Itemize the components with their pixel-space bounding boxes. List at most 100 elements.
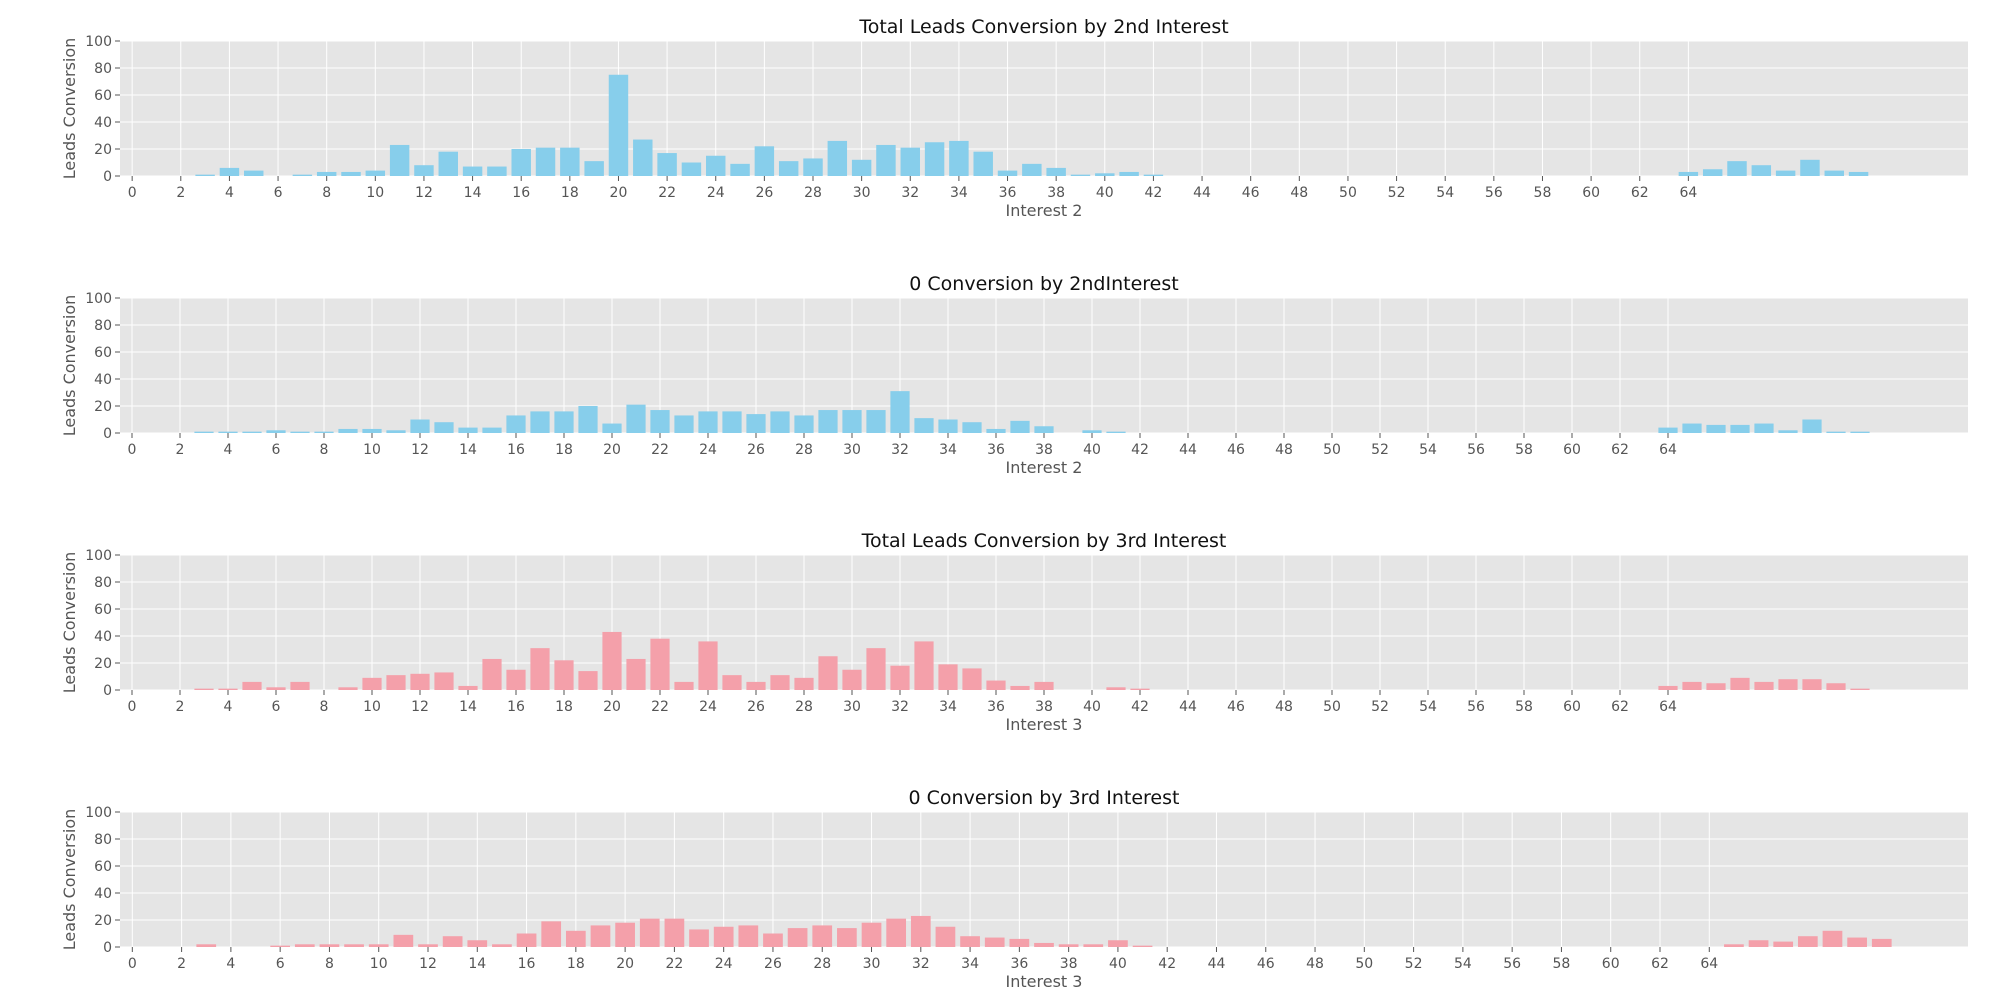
- x-tick-label: 56: [1503, 956, 1521, 972]
- bar: [754, 146, 775, 176]
- x-axis-label: Interest 2: [1006, 201, 1083, 220]
- x-tick-label: 6: [274, 185, 283, 201]
- bar: [1724, 944, 1744, 947]
- bar: [458, 427, 478, 433]
- bar: [698, 411, 718, 433]
- bar: [195, 174, 215, 176]
- x-axis-label: Interest 3: [1006, 972, 1083, 991]
- x-tick-label: 52: [1371, 442, 1389, 458]
- x-tick-label: 28: [795, 442, 813, 458]
- x-tick-label: 10: [363, 699, 381, 715]
- bar: [1730, 424, 1750, 433]
- x-tick-label: 38: [1047, 185, 1065, 201]
- bar: [1046, 167, 1066, 176]
- bar: [516, 933, 537, 947]
- x-tick-label: 20: [603, 442, 621, 458]
- bar: [861, 922, 882, 947]
- bar: [1130, 688, 1150, 690]
- bar: [778, 161, 799, 176]
- bar: [554, 411, 574, 433]
- x-axis-label: Interest 3: [1006, 715, 1083, 734]
- x-tick-label: 0: [128, 699, 137, 715]
- bar: [1034, 942, 1054, 947]
- x-tick-label: 54: [1419, 442, 1437, 458]
- bar: [1751, 165, 1772, 176]
- x-tick-label: 36: [987, 442, 1005, 458]
- bar: [266, 687, 286, 690]
- bar: [962, 668, 982, 690]
- x-tick-label: 18: [555, 442, 573, 458]
- bar: [1730, 677, 1750, 690]
- x-tick-label: 26: [764, 956, 782, 972]
- y-tick-label: 80: [94, 61, 112, 77]
- bar: [1802, 679, 1822, 690]
- x-tick-label: 46: [1227, 699, 1245, 715]
- x-tick-label: 16: [507, 442, 525, 458]
- y-tick-label: 0: [103, 683, 112, 699]
- bar: [290, 681, 310, 690]
- x-tick-label: 42: [1131, 699, 1149, 715]
- x-tick-label: 46: [1242, 185, 1260, 201]
- y-tick-label: 0: [103, 426, 112, 442]
- x-tick-label: 32: [891, 699, 909, 715]
- bar: [763, 933, 783, 947]
- bar: [935, 926, 956, 947]
- x-tick-label: 56: [1467, 699, 1485, 715]
- bar: [876, 144, 896, 176]
- x-tick-label: 36: [987, 699, 1005, 715]
- bar: [578, 406, 598, 433]
- y-tick-label: 80: [94, 318, 112, 334]
- bar: [1754, 423, 1774, 433]
- x-tick-label: 42: [1158, 956, 1176, 972]
- x-tick-label: 18: [555, 699, 573, 715]
- bar: [674, 681, 694, 690]
- bar: [842, 669, 862, 690]
- x-tick-label: 10: [363, 442, 381, 458]
- bar: [218, 688, 238, 690]
- x-tick-label: 20: [603, 699, 621, 715]
- x-tick-label: 8: [322, 185, 331, 201]
- bar: [244, 170, 264, 176]
- x-tick-label: 28: [804, 185, 822, 201]
- bar: [1754, 681, 1774, 690]
- y-axis-label: Leads Conversion: [60, 38, 79, 180]
- bar: [487, 166, 507, 176]
- bar: [914, 641, 934, 690]
- bar: [511, 149, 531, 176]
- bar: [467, 940, 488, 947]
- x-tick-label: 16: [518, 956, 536, 972]
- x-tick-label: 36: [1010, 956, 1028, 972]
- x-tick-label: 60: [1582, 185, 1600, 201]
- x-tick-label: 48: [1290, 185, 1308, 201]
- bar: [1070, 174, 1091, 176]
- x-tick-label: 42: [1145, 185, 1163, 201]
- x-tick-label: 34: [939, 699, 957, 715]
- bar: [949, 140, 969, 176]
- bar: [689, 929, 709, 947]
- bar: [1143, 174, 1164, 176]
- x-tick-label: 30: [853, 185, 871, 201]
- bar: [219, 167, 240, 176]
- bar: [706, 155, 726, 176]
- bar: [886, 918, 907, 947]
- bar: [270, 945, 291, 947]
- bar: [803, 158, 823, 176]
- x-tick-label: 50: [1323, 442, 1341, 458]
- bar: [827, 140, 848, 176]
- bar: [1106, 431, 1126, 433]
- bar: [1850, 431, 1870, 433]
- bar: [664, 918, 685, 947]
- bar: [458, 685, 478, 690]
- x-tick-label: 62: [1631, 185, 1649, 201]
- bar: [866, 648, 886, 690]
- bar: [554, 660, 574, 690]
- bar: [1775, 170, 1796, 176]
- bar: [1706, 683, 1726, 690]
- x-tick-label: 10: [366, 185, 384, 201]
- bar: [984, 937, 1005, 947]
- x-tick-label: 46: [1227, 442, 1245, 458]
- x-tick-label: 48: [1275, 699, 1293, 715]
- y-tick-label: 20: [94, 913, 112, 929]
